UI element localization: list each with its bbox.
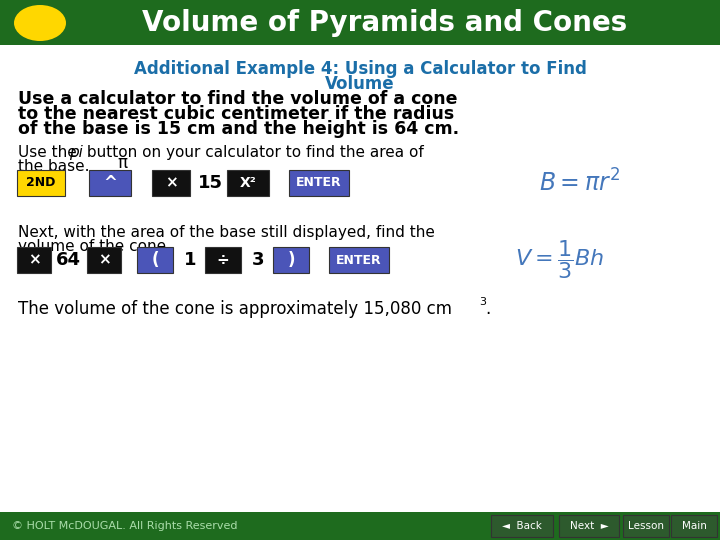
Text: 3: 3 xyxy=(252,251,264,269)
Ellipse shape xyxy=(14,5,66,41)
FancyBboxPatch shape xyxy=(17,247,51,273)
Text: button on your calculator to find the area of: button on your calculator to find the ar… xyxy=(82,145,424,160)
Text: ×: × xyxy=(98,253,110,267)
FancyBboxPatch shape xyxy=(0,45,720,512)
Text: ENTER: ENTER xyxy=(296,177,342,190)
FancyBboxPatch shape xyxy=(289,170,349,196)
FancyBboxPatch shape xyxy=(17,170,65,196)
Text: the base.: the base. xyxy=(18,159,89,174)
Text: of the base is 15 cm and the height is 64 cm.: of the base is 15 cm and the height is 6… xyxy=(18,120,459,138)
FancyBboxPatch shape xyxy=(0,512,720,540)
FancyBboxPatch shape xyxy=(152,170,190,196)
FancyBboxPatch shape xyxy=(491,515,553,537)
Text: 2ND: 2ND xyxy=(27,177,55,190)
FancyBboxPatch shape xyxy=(205,247,241,273)
Text: Use the: Use the xyxy=(18,145,81,160)
Text: (: ( xyxy=(151,251,158,269)
FancyBboxPatch shape xyxy=(329,247,389,273)
Text: 3: 3 xyxy=(479,297,486,307)
Text: © HOLT McDOUGAL. All Rights Reserved: © HOLT McDOUGAL. All Rights Reserved xyxy=(12,521,238,531)
FancyBboxPatch shape xyxy=(671,515,717,537)
Text: 1: 1 xyxy=(184,251,197,269)
Text: ×: × xyxy=(27,253,40,267)
FancyBboxPatch shape xyxy=(87,247,121,273)
FancyBboxPatch shape xyxy=(227,170,269,196)
Text: $B = \pi r^2$: $B = \pi r^2$ xyxy=(539,170,621,197)
Text: $V = \dfrac{1}{3}Bh$: $V = \dfrac{1}{3}Bh$ xyxy=(516,239,605,281)
Text: volume of the cone.: volume of the cone. xyxy=(18,239,171,254)
FancyBboxPatch shape xyxy=(273,247,309,273)
Text: ÷: ÷ xyxy=(217,253,230,267)
Text: ENTER: ENTER xyxy=(336,253,382,267)
Text: Lesson: Lesson xyxy=(628,521,664,531)
Text: X²: X² xyxy=(240,176,256,190)
Text: ×: × xyxy=(165,176,177,191)
Text: ◄  Back: ◄ Back xyxy=(502,521,542,531)
Text: Volume: Volume xyxy=(325,75,395,93)
Text: Volume of Pyramids and Cones: Volume of Pyramids and Cones xyxy=(143,9,628,37)
Text: 64: 64 xyxy=(55,251,81,269)
Text: pi: pi xyxy=(69,145,83,160)
FancyBboxPatch shape xyxy=(0,0,720,45)
FancyBboxPatch shape xyxy=(137,247,173,273)
Text: ): ) xyxy=(287,251,294,269)
Text: Next  ►: Next ► xyxy=(570,521,608,531)
FancyBboxPatch shape xyxy=(559,515,619,537)
Text: .: . xyxy=(485,300,490,318)
Text: Additional Example 4: Using a Calculator to Find: Additional Example 4: Using a Calculator… xyxy=(134,60,586,78)
Text: Use a calculator to find the volume of a cone: Use a calculator to find the volume of a… xyxy=(18,90,457,108)
Text: π: π xyxy=(117,154,127,172)
Text: to the nearest cubic centimeter if the radius: to the nearest cubic centimeter if the r… xyxy=(18,105,454,123)
Text: Next, with the area of the base still displayed, find the: Next, with the area of the base still di… xyxy=(18,225,435,240)
Text: The volume of the cone is approximately 15,080 cm: The volume of the cone is approximately … xyxy=(18,300,452,318)
Text: 15: 15 xyxy=(197,174,222,192)
FancyBboxPatch shape xyxy=(623,515,669,537)
Text: ^: ^ xyxy=(103,174,117,192)
Text: Main: Main xyxy=(682,521,706,531)
FancyBboxPatch shape xyxy=(89,170,131,196)
